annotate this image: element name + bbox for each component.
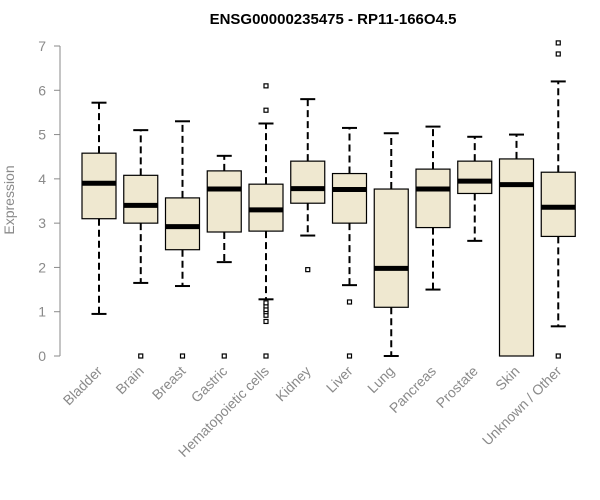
box-gastric	[206, 154, 242, 359]
box-bladder	[81, 101, 117, 315]
y-tick-label: 2	[38, 259, 46, 275]
category-label: Kidney	[272, 363, 314, 405]
outlier-point	[138, 353, 144, 359]
outlier-point	[263, 353, 269, 359]
box-brain	[123, 129, 159, 359]
box-iqr	[331, 172, 368, 224]
box-iqr	[373, 188, 409, 308]
box-iqr	[498, 158, 535, 357]
boxes-group	[81, 40, 576, 359]
box-breast	[164, 120, 201, 359]
box-prostate	[457, 135, 493, 242]
category-label: Liver	[323, 363, 356, 396]
y-tick-label: 7	[38, 38, 46, 54]
box-iqr	[540, 171, 576, 238]
y-tick-label: 4	[38, 171, 46, 187]
box-hematopoietic-cells	[248, 83, 284, 359]
y-axis-label: Expression	[1, 165, 17, 234]
outlier-point	[555, 353, 561, 359]
category-label: Breast	[149, 363, 189, 403]
category-label: Lung	[364, 363, 397, 396]
box-iqr	[290, 160, 326, 204]
y-tick-label: 0	[38, 348, 46, 364]
y-tick-label: 3	[38, 215, 46, 231]
box-unknown-other	[540, 40, 576, 359]
category-label: Prostate	[433, 363, 481, 411]
y-tick-label: 6	[38, 82, 46, 98]
box-skin	[498, 133, 535, 357]
box-iqr	[164, 197, 201, 251]
y-axis-ticks: 0 1 2 3 4 5 6 7	[38, 38, 60, 364]
category-label: Unknown / Other	[479, 363, 565, 449]
box-iqr	[206, 170, 242, 233]
outlier-point	[305, 267, 311, 273]
outlier-point	[221, 353, 227, 359]
outlier-point	[346, 353, 353, 359]
outlier-point	[346, 299, 353, 305]
outlier-point	[263, 300, 269, 306]
box-iqr	[123, 174, 159, 224]
box-iqr	[415, 168, 451, 229]
chart-title: ENSG00000235475 - RP11-166O4.5	[210, 11, 457, 28]
y-tick-label: 5	[38, 127, 46, 143]
y-tick-label: 1	[38, 304, 46, 320]
outlier-point	[555, 51, 561, 57]
outlier-point	[263, 107, 269, 113]
category-label: Brain	[112, 363, 146, 397]
box-pancreas	[415, 125, 451, 291]
box-iqr	[81, 152, 117, 220]
box-liver	[331, 126, 368, 359]
category-label: Skin	[492, 363, 523, 394]
box-lung	[373, 132, 409, 357]
box-kidney	[290, 98, 326, 273]
category-label: Bladder	[60, 363, 106, 409]
outlier-point	[263, 83, 269, 89]
outlier-point	[179, 353, 186, 359]
outlier-point	[263, 318, 269, 325]
box-iqr	[457, 160, 493, 195]
outlier-point	[555, 40, 561, 46]
